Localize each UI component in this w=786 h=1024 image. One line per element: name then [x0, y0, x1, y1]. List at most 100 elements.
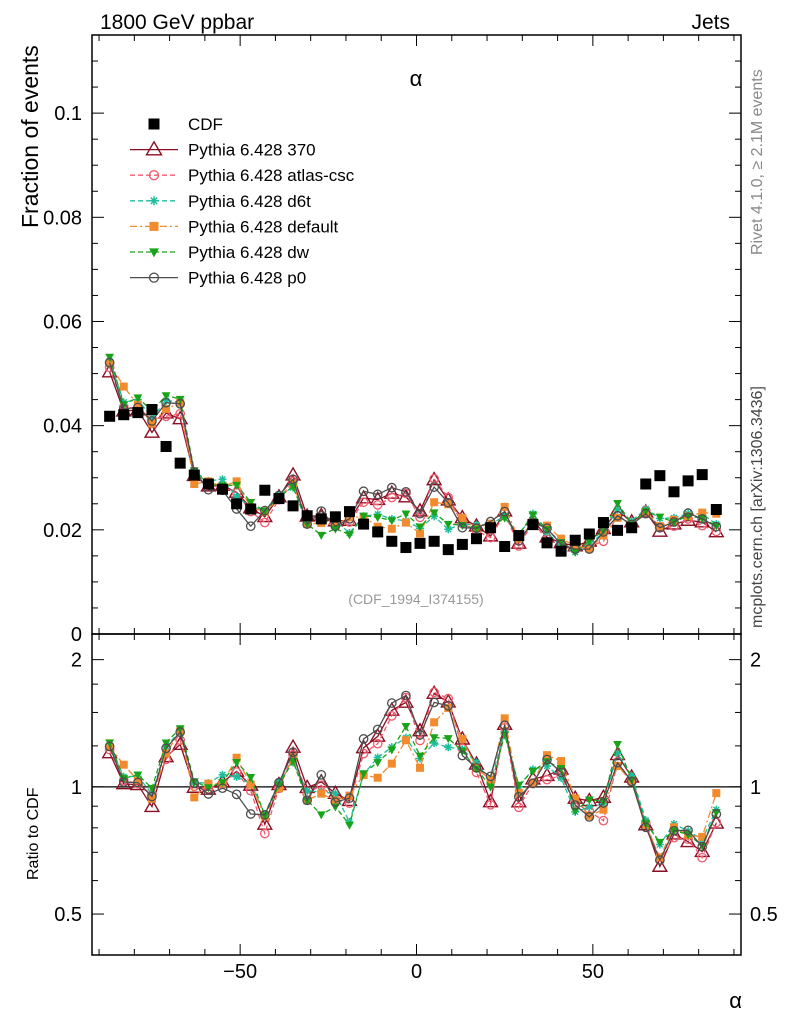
- point-pythia-6-428-dw: [387, 517, 397, 526]
- point-pythia-6-428-p0: [640, 508, 651, 519]
- legend-marker-pythia-6-428-p0: [148, 272, 160, 283]
- x-tick-label: 0: [411, 961, 422, 983]
- ratio-point-pythia-6-428-p0: [655, 855, 665, 865]
- ratio-point-pythia-6-428-dw: [542, 758, 552, 767]
- ratio-point-pythia-6-428-dw: [711, 809, 721, 818]
- line-pythia-6-428-dw: [109, 356, 717, 553]
- y-axis-label: Fraction of events: [17, 45, 43, 228]
- ratio-point-pythia-6-428-default: [500, 714, 509, 723]
- ratio-point-pythia-6-428-p0: [147, 791, 157, 802]
- point-pythia-6-428-p0: [669, 517, 679, 527]
- point-cdf: [485, 522, 497, 534]
- y-tick-label: 0.04: [43, 416, 82, 438]
- point-cdf: [654, 470, 666, 482]
- y-tick-label: 0.06: [43, 311, 82, 333]
- point-pythia-6-428-atlas-csc: [358, 497, 369, 508]
- point-pythia-6-428-atlas-csc: [372, 499, 383, 510]
- ratio-point-pythia-6-428-default: [190, 793, 199, 802]
- header-right: Jets: [691, 11, 730, 34]
- point-pythia-6-428-p0: [499, 506, 510, 517]
- ratio-point-pythia-6-428-default: [289, 753, 298, 762]
- ratio-point-pythia-6-428-d6t: [557, 773, 566, 782]
- point-pythia-6-428-p0: [655, 522, 665, 533]
- point-pythia-6-428-atlas-csc: [485, 532, 496, 543]
- point-pythia-6-428-p0: [711, 521, 722, 532]
- point-pythia-6-428-atlas-csc: [259, 517, 270, 528]
- ratio-series-pythia-6-428-p0: [104, 690, 722, 865]
- ratio-point-pythia-6-428-p0: [401, 690, 411, 701]
- ratio-point-pythia-6-428-p0: [429, 697, 439, 708]
- point-pythia-6-428-p0: [104, 357, 115, 368]
- ratio-point-pythia-6-428-dw: [415, 752, 425, 761]
- ratio-point-pythia-6-428-default: [331, 796, 340, 805]
- point-pythia-6-428-370: [143, 423, 161, 438]
- point-cdf: [202, 478, 214, 490]
- ratio-point-pythia-6-428-atlas-csc: [513, 802, 524, 813]
- ratio-point-pythia-6-428-atlas-csc: [386, 711, 397, 721]
- point-pythia-6-428-dw: [443, 520, 453, 529]
- point-pythia-6-428-default: [119, 382, 128, 391]
- ratio-point-pythia-6-428-dw: [528, 767, 538, 776]
- ratio-point-pythia-6-428-atlas-csc: [485, 799, 496, 810]
- ratio-point-pythia-6-428-370: [369, 727, 386, 742]
- point-pythia-6-428-dw: [415, 523, 425, 532]
- point-pythia-6-428-default: [345, 513, 354, 522]
- ratio-point-pythia-6-428-d6t: [613, 749, 622, 758]
- point-pythia-6-428-370: [411, 502, 429, 517]
- point-pythia-6-428-d6t: [232, 492, 241, 501]
- point-cdf: [287, 500, 299, 512]
- point-pythia-6-428-p0: [386, 482, 397, 493]
- point-pythia-6-428-p0: [161, 397, 171, 408]
- legend-marker-pythia-6-428-370: [145, 140, 163, 156]
- line-pythia-6-428-p0: [109, 362, 717, 550]
- legend-label-pythia-6-428-default: Pythia 6.428 default: [188, 217, 339, 236]
- point-pythia-6-428-d6t: [613, 505, 622, 514]
- point-cdf: [188, 469, 200, 481]
- ratio-point-pythia-6-428-p0: [457, 750, 468, 761]
- point-cdf: [217, 483, 229, 495]
- point-pythia-6-428-dw: [584, 537, 594, 546]
- ratio-point-pythia-6-428-default: [204, 779, 213, 788]
- ratio-point-pythia-6-428-default: [232, 753, 241, 762]
- point-pythia-6-428-dw: [133, 394, 143, 403]
- legend-entry-pythia-6-428-d6t: Pythia 6.428 d6t: [130, 192, 311, 211]
- ratio-point-pythia-6-428-p0: [513, 791, 524, 802]
- ratio-point-pythia-6-428-p0: [556, 767, 566, 778]
- point-pythia-6-428-dw: [316, 531, 326, 540]
- point-pythia-6-428-atlas-csc: [175, 408, 186, 419]
- ratio-point-pythia-6-428-default: [585, 811, 594, 820]
- ratio-point-pythia-6-428-dw: [387, 746, 397, 755]
- ratio-point-pythia-6-428-default: [401, 736, 410, 745]
- point-pythia-6-428-default: [162, 404, 171, 413]
- point-pythia-6-428-d6t: [162, 396, 171, 405]
- ratio-point-pythia-6-428-default: [416, 763, 425, 772]
- ratio-point-pythia-6-428-default: [613, 761, 622, 770]
- point-cdf: [132, 407, 144, 419]
- ratio-point-pythia-6-428-p0: [316, 769, 327, 780]
- point-pythia-6-428-dw: [542, 526, 552, 535]
- x-tick-label: −50: [223, 961, 257, 983]
- ratio-point-pythia-6-428-dw: [246, 773, 256, 782]
- header-left: 1800 GeV ppbar: [100, 11, 254, 34]
- ratio-point-pythia-6-428-default: [557, 757, 566, 766]
- ratio-series-pythia-6-428-dw: [105, 723, 721, 851]
- line-pythia-6-428-d6t: [109, 360, 717, 553]
- legend-marker-pythia-6-428-default: [149, 221, 159, 231]
- legend-label-pythia-6-428-370: Pythia 6.428 370: [188, 141, 316, 160]
- ratio-point-pythia-6-428-default: [655, 853, 664, 862]
- ratio-point-pythia-6-428-default: [430, 718, 439, 727]
- ratio-point-pythia-6-428-370: [651, 857, 668, 872]
- legend-marker-pythia-6-428-dw: [149, 248, 159, 258]
- y-tick-label: 0.02: [43, 520, 82, 542]
- point-cdf: [414, 537, 426, 549]
- legend-entry-pythia-6-428-370: Pythia 6.428 370: [130, 140, 316, 160]
- ratio-point-pythia-6-428-d6t: [303, 786, 312, 795]
- point-cdf: [470, 533, 482, 545]
- point-pythia-6-428-default: [331, 521, 340, 530]
- point-pythia-6-428-dw: [161, 392, 171, 401]
- ratio-line-pythia-6-428-dw: [109, 724, 717, 847]
- ratio-point-pythia-6-428-dw: [373, 759, 383, 768]
- y-tick-label: 0.08: [43, 207, 82, 229]
- point-pythia-6-428-default: [401, 518, 410, 527]
